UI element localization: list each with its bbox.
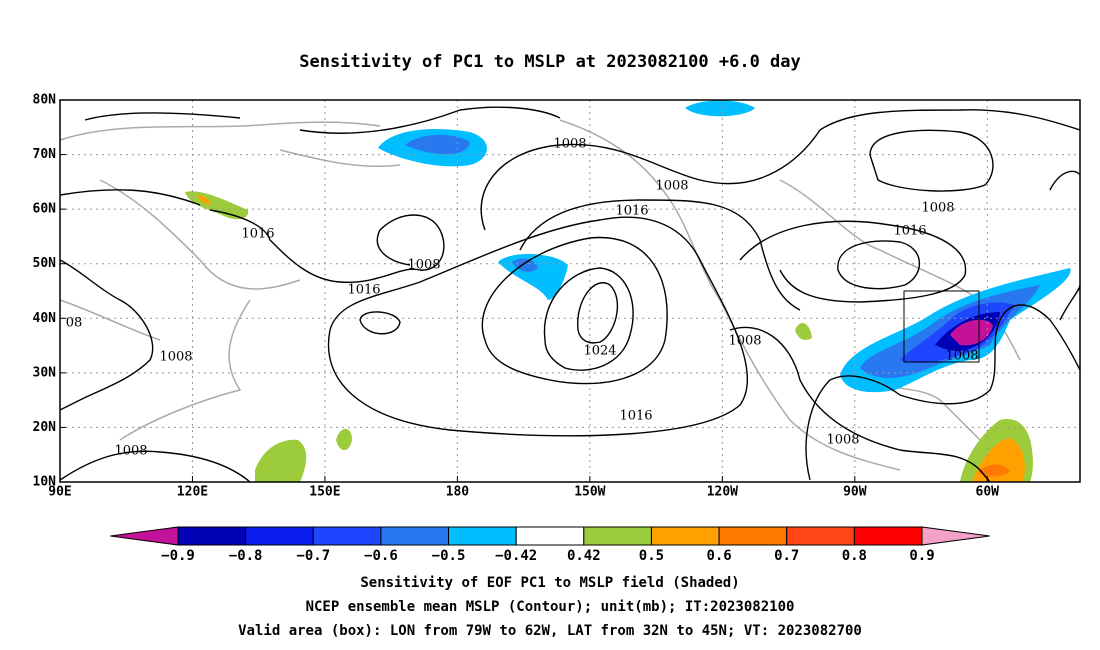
colorbar-box — [786, 526, 855, 546]
shade-positive — [336, 428, 352, 451]
contour-label: 1008 — [826, 433, 859, 448]
colorbar-label: 0.5 — [639, 548, 664, 564]
y-tick-label: 20N — [33, 420, 57, 435]
coastlines — [59, 119, 1021, 471]
y-tick-label: 60N — [33, 202, 57, 217]
colorbar-box — [312, 526, 382, 546]
x-tick-label: 90E — [48, 485, 71, 500]
contour-label: 1008 — [407, 258, 440, 273]
colorbar-label: 0.8 — [842, 548, 867, 564]
colorbar-box — [245, 526, 314, 546]
contour-label: 1008 — [553, 137, 586, 152]
contour-label: 1016 — [241, 227, 274, 242]
shaded-sensitivity — [185, 100, 1071, 482]
colorbar-label: 0.42 — [567, 548, 601, 564]
colorbar-box — [853, 526, 923, 546]
map-frame — [59, 99, 1081, 483]
colorbar-box — [380, 526, 450, 546]
shade-positive — [255, 439, 307, 482]
x-tick-label: 120W — [707, 485, 738, 500]
colorbar-label: −0.9 — [161, 548, 195, 564]
colorbar: −0.9 −0.8 −0.7 −0.6 −0.5 −0.42 0.42 0.5 0.6 0.7 0.… — [110, 526, 990, 564]
colorbar-box — [515, 526, 585, 546]
contour-labels: 1008 1008 1016 1008 1016 1016 1008 1016 … — [66, 137, 979, 459]
shade-negative — [950, 319, 993, 346]
contours — [59, 106, 1081, 483]
contour-label: 1008 — [655, 179, 688, 194]
contour-label: 1024 — [583, 344, 616, 359]
x-tick-label: 150W — [574, 485, 605, 500]
colorbar-label: 0.6 — [706, 548, 731, 564]
colorbar-box — [583, 526, 652, 546]
contour-label: 1016 — [893, 224, 926, 239]
colorbar-box — [448, 526, 517, 546]
contour-label: 08 — [66, 316, 83, 331]
colorbar-label: 0.7 — [774, 548, 799, 564]
contour-label: 1016 — [619, 409, 652, 424]
shade-negative — [405, 134, 470, 155]
colorbar-box — [650, 526, 720, 546]
colorbar-label: 0.9 — [909, 548, 934, 564]
x-tick-label: 90W — [843, 485, 867, 500]
colorbar-triangle — [921, 526, 990, 546]
contour-label: 1016 — [347, 283, 380, 298]
y-tick-label: 30N — [33, 365, 57, 380]
title: Sensitivity of PC1 to MSLP at 2023082100… — [299, 52, 801, 72]
contour-label: 1008 — [159, 350, 192, 365]
caption-line: NCEP ensemble mean MSLP (Contour); unit(… — [306, 599, 795, 615]
shade-negative — [512, 258, 538, 272]
shade-positive — [978, 464, 1010, 477]
colorbar-label: −0.42 — [495, 548, 537, 564]
valid-area-box — [903, 290, 980, 363]
shade-negative — [685, 100, 755, 117]
y-tick-label: 80N — [33, 93, 57, 108]
caption-line: Valid area (box): LON from 79W to 62W, L… — [238, 623, 862, 639]
x-tick-label: 120E — [177, 485, 208, 500]
y-tick-label: 50N — [33, 256, 57, 271]
colorbar-label: −0.5 — [432, 548, 466, 564]
y-tick-label: 40N — [33, 311, 57, 326]
contour-label: 1008 — [921, 201, 954, 216]
y-tick-label: 10N — [33, 475, 57, 490]
caption-line: Sensitivity of EOF PC1 to MSLP field (Sh… — [360, 575, 739, 591]
map: 1008 1008 1016 1008 1016 1016 1008 1016 … — [59, 99, 1081, 483]
shade-positive — [795, 323, 812, 340]
x-tick-label: 180 — [446, 485, 470, 500]
contour-label: 1008 — [114, 444, 147, 459]
shade-positive — [197, 195, 211, 205]
colorbar-box — [718, 526, 788, 546]
x-tick-label: 60W — [976, 485, 1000, 500]
x-tick-label: 150E — [309, 485, 340, 500]
colorbar-label: −0.8 — [229, 548, 263, 564]
y-tick-label: 70N — [33, 147, 57, 162]
colorbar-box — [177, 526, 247, 546]
colorbar-label: −0.7 — [296, 548, 330, 564]
contour-label: 1016 — [615, 204, 648, 219]
colorbar-triangle — [110, 526, 179, 546]
contour-label: 1008 — [728, 334, 761, 349]
contour-label: 1008 — [945, 349, 978, 364]
colorbar-label: −0.6 — [364, 548, 398, 564]
